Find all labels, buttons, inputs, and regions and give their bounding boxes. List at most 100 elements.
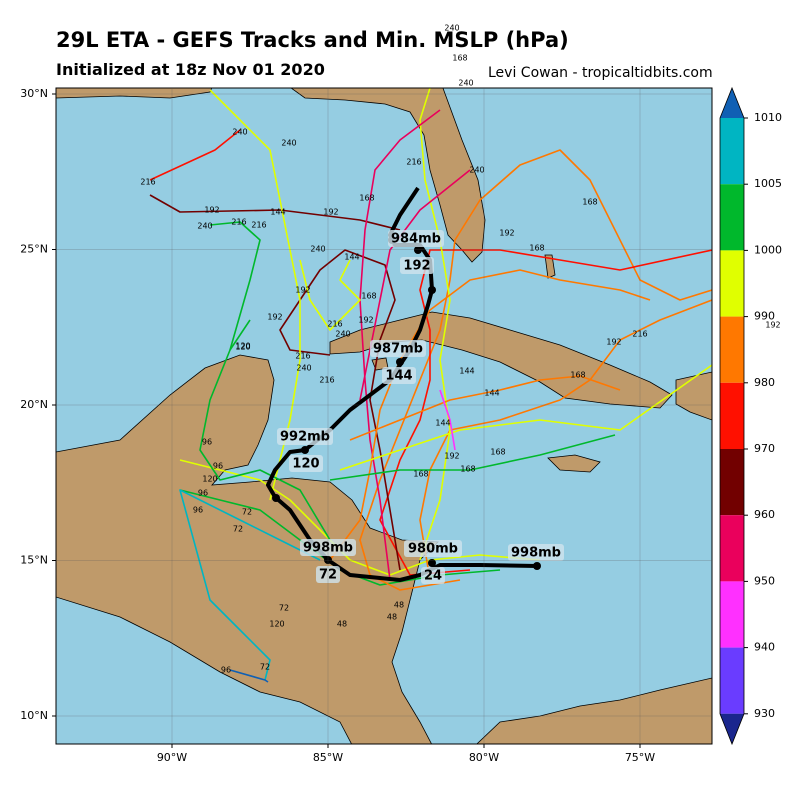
south-america bbox=[476, 677, 712, 744]
hour-label: 240 bbox=[232, 128, 247, 137]
hour-label: 48 bbox=[387, 613, 397, 622]
mean-label: 998mb bbox=[511, 546, 561, 561]
hour-label: 168 bbox=[570, 371, 585, 380]
colorbar-label: 1005 bbox=[754, 177, 782, 190]
colorbar-over bbox=[720, 88, 744, 118]
hour-label: 96 bbox=[213, 462, 223, 471]
hour-label: 192 bbox=[444, 452, 459, 461]
hour-label: 192 bbox=[606, 338, 621, 347]
colorbar-segment bbox=[720, 581, 744, 648]
hour-label: 96 bbox=[193, 506, 203, 515]
hour-label: 216 bbox=[251, 221, 266, 230]
ensemble-track bbox=[329, 269, 651, 561]
graticule: 30°N 25°N 20°N 15°N 10°N 90°W 85°W 80°W 75°W bbox=[20, 87, 712, 764]
lon-tick-label: 75°W bbox=[625, 751, 655, 764]
hour-label: 144 bbox=[270, 208, 285, 217]
colorbar-under bbox=[720, 713, 744, 744]
ensemble-track bbox=[149, 129, 241, 181]
lat-tick-label: 25°N bbox=[20, 243, 48, 256]
ensemble-track bbox=[359, 169, 471, 401]
mean-label: 987mb bbox=[373, 342, 423, 357]
ensemble-track bbox=[439, 389, 456, 451]
hour-label: 96 bbox=[198, 489, 208, 498]
hour-label: 168 bbox=[359, 194, 374, 203]
hour-label: 240 bbox=[197, 222, 212, 231]
hour-label: 72 bbox=[260, 663, 270, 672]
colorbar-segment bbox=[720, 647, 744, 714]
colorbar-segment bbox=[720, 316, 744, 383]
colorbar-segment bbox=[720, 382, 744, 449]
ensemble-track bbox=[349, 375, 621, 441]
mean-labels bbox=[277, 230, 564, 584]
hour-label: 216 bbox=[406, 158, 421, 167]
hour-label: 72 bbox=[279, 604, 289, 613]
hour-label: 192 bbox=[204, 206, 219, 215]
hour-label: 192 bbox=[267, 313, 282, 322]
jamaica bbox=[547, 454, 601, 473]
hour-label: 48 bbox=[394, 601, 404, 610]
central-america bbox=[56, 354, 439, 744]
map-layer bbox=[56, 88, 712, 744]
hour-label: 96 bbox=[202, 438, 212, 447]
hour-label: 120 bbox=[269, 620, 284, 629]
ensemble-track bbox=[279, 249, 401, 571]
hour-label: 168 bbox=[413, 470, 428, 479]
ensemble-track bbox=[179, 489, 321, 681]
ensemble-track bbox=[299, 259, 361, 331]
colorbar-label: 940 bbox=[754, 641, 775, 654]
colorbar-label: 1010 bbox=[754, 111, 782, 124]
hour-label: 216 bbox=[295, 352, 310, 361]
hour-label: 144 bbox=[435, 419, 450, 428]
colorbar-segment bbox=[720, 250, 744, 317]
colorbar-label: 970 bbox=[754, 442, 775, 455]
colorbar-segment bbox=[720, 184, 744, 251]
hour-label: 240 bbox=[444, 24, 459, 33]
ensemble-track bbox=[419, 88, 451, 561]
bahamas bbox=[544, 254, 556, 279]
ensemble-track bbox=[339, 364, 712, 471]
hour-label: 120 bbox=[202, 475, 217, 484]
colorbar-segment bbox=[720, 118, 744, 185]
hour-label: 120 bbox=[235, 342, 250, 351]
ensemble-track bbox=[209, 221, 261, 351]
hour-label: 216 bbox=[327, 320, 342, 329]
ensemble-labels: 240 168 240 240 240 216 192 240 216 216 … bbox=[140, 24, 780, 675]
hour-label: 192 bbox=[499, 229, 514, 238]
hour-label: 96 bbox=[221, 666, 231, 675]
lat-tick-label: 10°N bbox=[20, 709, 48, 722]
subtitle: Initialized at 18z Nov 01 2020 bbox=[56, 60, 325, 79]
lon-tick-label: 80°W bbox=[469, 751, 499, 764]
hour-label: 168 bbox=[452, 54, 467, 63]
mean-label: 984mb bbox=[391, 232, 441, 247]
colorbar-label: 950 bbox=[754, 574, 775, 587]
land bbox=[56, 88, 213, 99]
hour-label: 192 bbox=[358, 316, 373, 325]
hour-label: 192 bbox=[765, 321, 780, 330]
colorbar-label: 1000 bbox=[754, 243, 782, 256]
hour-label: 192 bbox=[295, 286, 310, 295]
hour-label: 168 bbox=[490, 448, 505, 457]
ensemble-track bbox=[199, 319, 331, 541]
hour-label: 120 bbox=[235, 343, 250, 352]
hour-label: 72 bbox=[242, 508, 252, 517]
hour-label: 216 bbox=[231, 218, 246, 227]
hour-label: 216 bbox=[319, 376, 334, 385]
hour-label: 144 bbox=[344, 253, 359, 262]
lat-tick-label: 30°N bbox=[20, 87, 48, 100]
hour-label: 216 bbox=[140, 178, 155, 187]
ensemble-track bbox=[209, 89, 301, 501]
mean-label: 144 bbox=[385, 369, 412, 384]
colorbar-label: 980 bbox=[754, 376, 775, 389]
hour-label: 240 bbox=[296, 364, 311, 373]
lon-tick-label: 85°W bbox=[313, 751, 343, 764]
hour-label: 168 bbox=[460, 465, 475, 474]
hour-label: 48 bbox=[337, 620, 347, 629]
colorbar-label: 930 bbox=[754, 707, 775, 720]
ensemble-track bbox=[359, 149, 712, 591]
mean-label: 992mb bbox=[280, 430, 330, 445]
hour-label: 240 bbox=[335, 330, 350, 339]
ensemble-track bbox=[229, 669, 269, 683]
colorbar-segment bbox=[720, 449, 744, 516]
hour-label: 72 bbox=[233, 525, 243, 534]
